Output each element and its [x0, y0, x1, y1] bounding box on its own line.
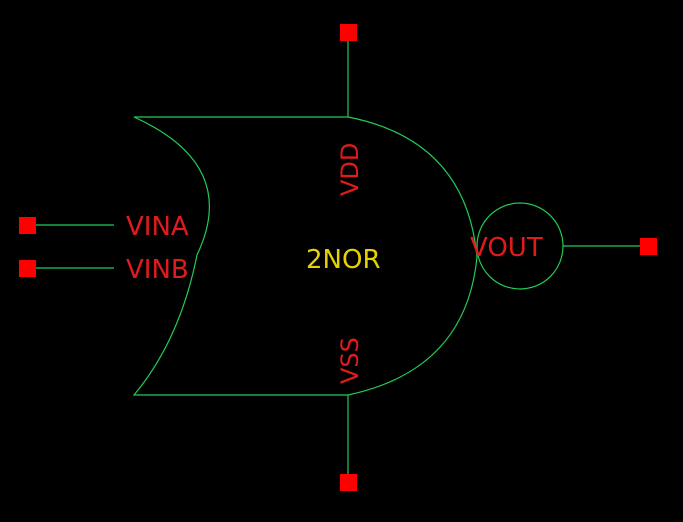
vss-pin-square[interactable] [340, 474, 357, 491]
vdd-pin-label: VDD [336, 143, 364, 196]
vinb-pin-square[interactable] [19, 260, 36, 277]
cell-name-label: 2NOR [306, 245, 381, 275]
vout-pin-label: VOUT [470, 233, 543, 263]
vout-pin-square[interactable] [640, 238, 657, 255]
vss-pin-label: VSS [336, 337, 364, 384]
vina-pin-label: VINA [126, 212, 189, 242]
vinb-pin-label: VINB [126, 255, 189, 285]
vdd-pin-square[interactable] [340, 24, 357, 41]
gate-body-outline[interactable] [132, 116, 478, 396]
vina-pin-square[interactable] [19, 217, 36, 234]
